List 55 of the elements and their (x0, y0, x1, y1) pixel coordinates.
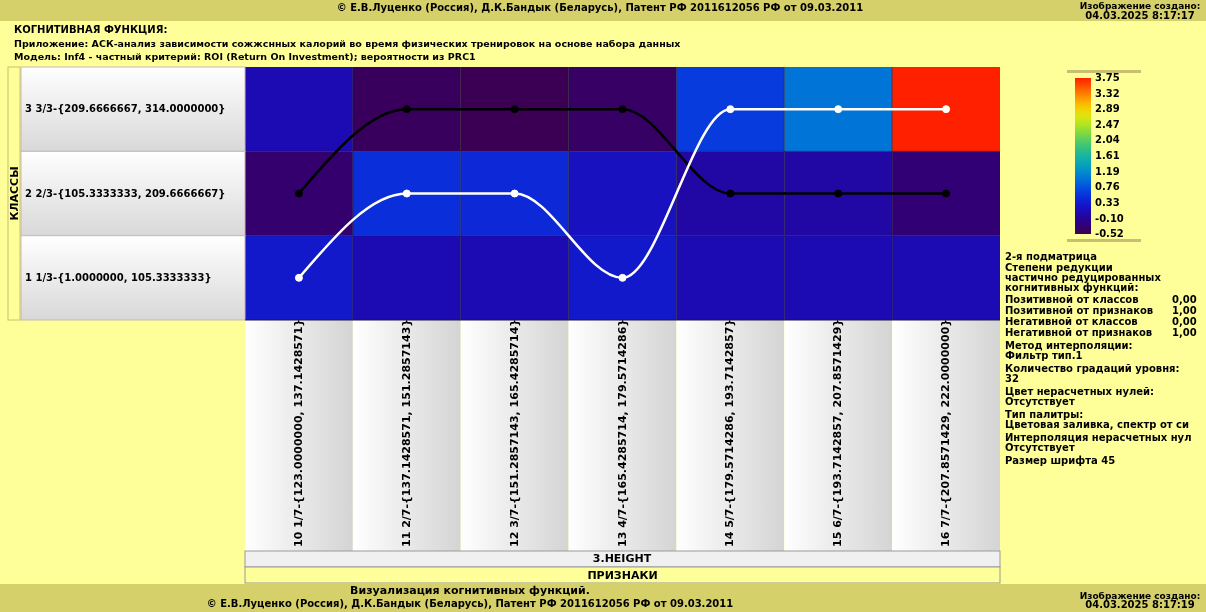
text: © Е.В.Луценко (Россия), Д.К.Бандык (Беларусь), Патент РФ 2011612056 РФ от 09.03.2011 (206, 598, 734, 609)
text: 04.03.2025 8:17:19 (1085, 599, 1195, 610)
text: Позитивной от классов (1005, 294, 1139, 305)
text: Визуализация когнитивных функций. (350, 584, 590, 597)
x-axis-title: ПРИЗНАКИ (587, 569, 658, 582)
text: Интерполяция нерасчетных нул (1005, 432, 1192, 443)
text: Отсутствует (1005, 442, 1075, 453)
color-bar-label: 2.89 (1095, 103, 1120, 115)
color-bar-label: -0.10 (1095, 212, 1124, 224)
text: Тип палитры: (1005, 409, 1084, 420)
chart-subtitle: Приложение: АСК-анализ зависимости сожжснных калорий во время физических тренировок на основе набора данных Модель: Inf4 - частный критерий: ROI (Return On Investment); вероятности из PRC1 (14, 38, 681, 62)
color-bar-label: 0.33 (1095, 196, 1120, 208)
text: частично редуцированных (1005, 272, 1162, 283)
text: Цветовая заливка, спектр от си (1005, 419, 1189, 430)
x-tick-label: 16 7/7-{207.8571429, 222.0000000} (939, 318, 953, 547)
text: Метод интерполяции: (1005, 340, 1133, 351)
text: 1,00 (1172, 305, 1197, 316)
y-tick-label: 3 3/3-{209.6666667, 314.0000000} (25, 103, 226, 116)
text: Отсутствует (1005, 396, 1075, 407)
text: Степени редукции (1005, 262, 1113, 273)
y-tick-label: 2 2/3-{105.3333333, 209.6666667} (25, 187, 226, 200)
text: Позитивной от признаков (1005, 305, 1154, 316)
color-bar-label: 3.32 (1095, 87, 1120, 99)
text: 0,00 (1172, 294, 1197, 305)
y-tick-label: 1 1/3-{1.0000000, 105.3333333} (25, 271, 212, 284)
x-tick-label: 11 2/7-{137.1428571, 151.2857143} (399, 318, 413, 547)
text: 0,00 (1172, 316, 1197, 327)
color-bar-label: 1.19 (1095, 165, 1120, 177)
text: 04.03.2025 8:17:17 (1085, 10, 1195, 21)
color-bar-label: 2.04 (1095, 134, 1120, 146)
text: 1,00 (1172, 327, 1197, 338)
y-axis-title: КЛАССЫ (8, 166, 21, 221)
color-bar-label: 3.75 (1095, 72, 1120, 83)
x-tick-label: 12 3/7-{151.2857143, 165.4285714} (507, 318, 521, 547)
text: КОГНИТИВНАЯ ФУНКЦИЯ: (14, 24, 168, 35)
text: Негативной от признаков (1005, 327, 1153, 338)
text: Изображение создано: (1079, 590, 1201, 601)
x-tick-label: 15 6/7-{193.7142857, 207.8571429} (831, 318, 845, 547)
text: 3.HEIGHT (592, 552, 652, 565)
text: Цвет нерасчетных нулей: (1005, 386, 1155, 397)
text: Изображение создано: (1079, 0, 1201, 11)
color-bar-label: 1.61 (1095, 150, 1120, 162)
x-tick-label: 14 5/7-{179.5714286, 193.7142857} (723, 318, 737, 547)
text: 32 (1005, 373, 1019, 384)
text: Размер шрифта 45 (1005, 455, 1116, 466)
text: 2-я подматрица (1005, 251, 1097, 262)
text: Негативной от классов (1005, 316, 1138, 327)
color-bar-label: 2.47 (1095, 118, 1120, 130)
x-tick-label: 10 1/7-{123.0000000, 137.1428571} (291, 318, 305, 547)
text: © Е.В.Луценко (Россия), Д.К.Бандык (Беларусь), Патент РФ 2011612056 РФ от 09.03.2011 (336, 2, 864, 13)
color-bar-label: -0.52 (1095, 228, 1124, 239)
text: когнитивных функций: (1005, 282, 1139, 293)
color-bar-label: 0.76 (1095, 181, 1120, 193)
text: Количество градаций уровня: (1005, 363, 1180, 374)
x-tick-label: 13 4/7-{165.4285714, 179.5714286} (615, 318, 629, 547)
